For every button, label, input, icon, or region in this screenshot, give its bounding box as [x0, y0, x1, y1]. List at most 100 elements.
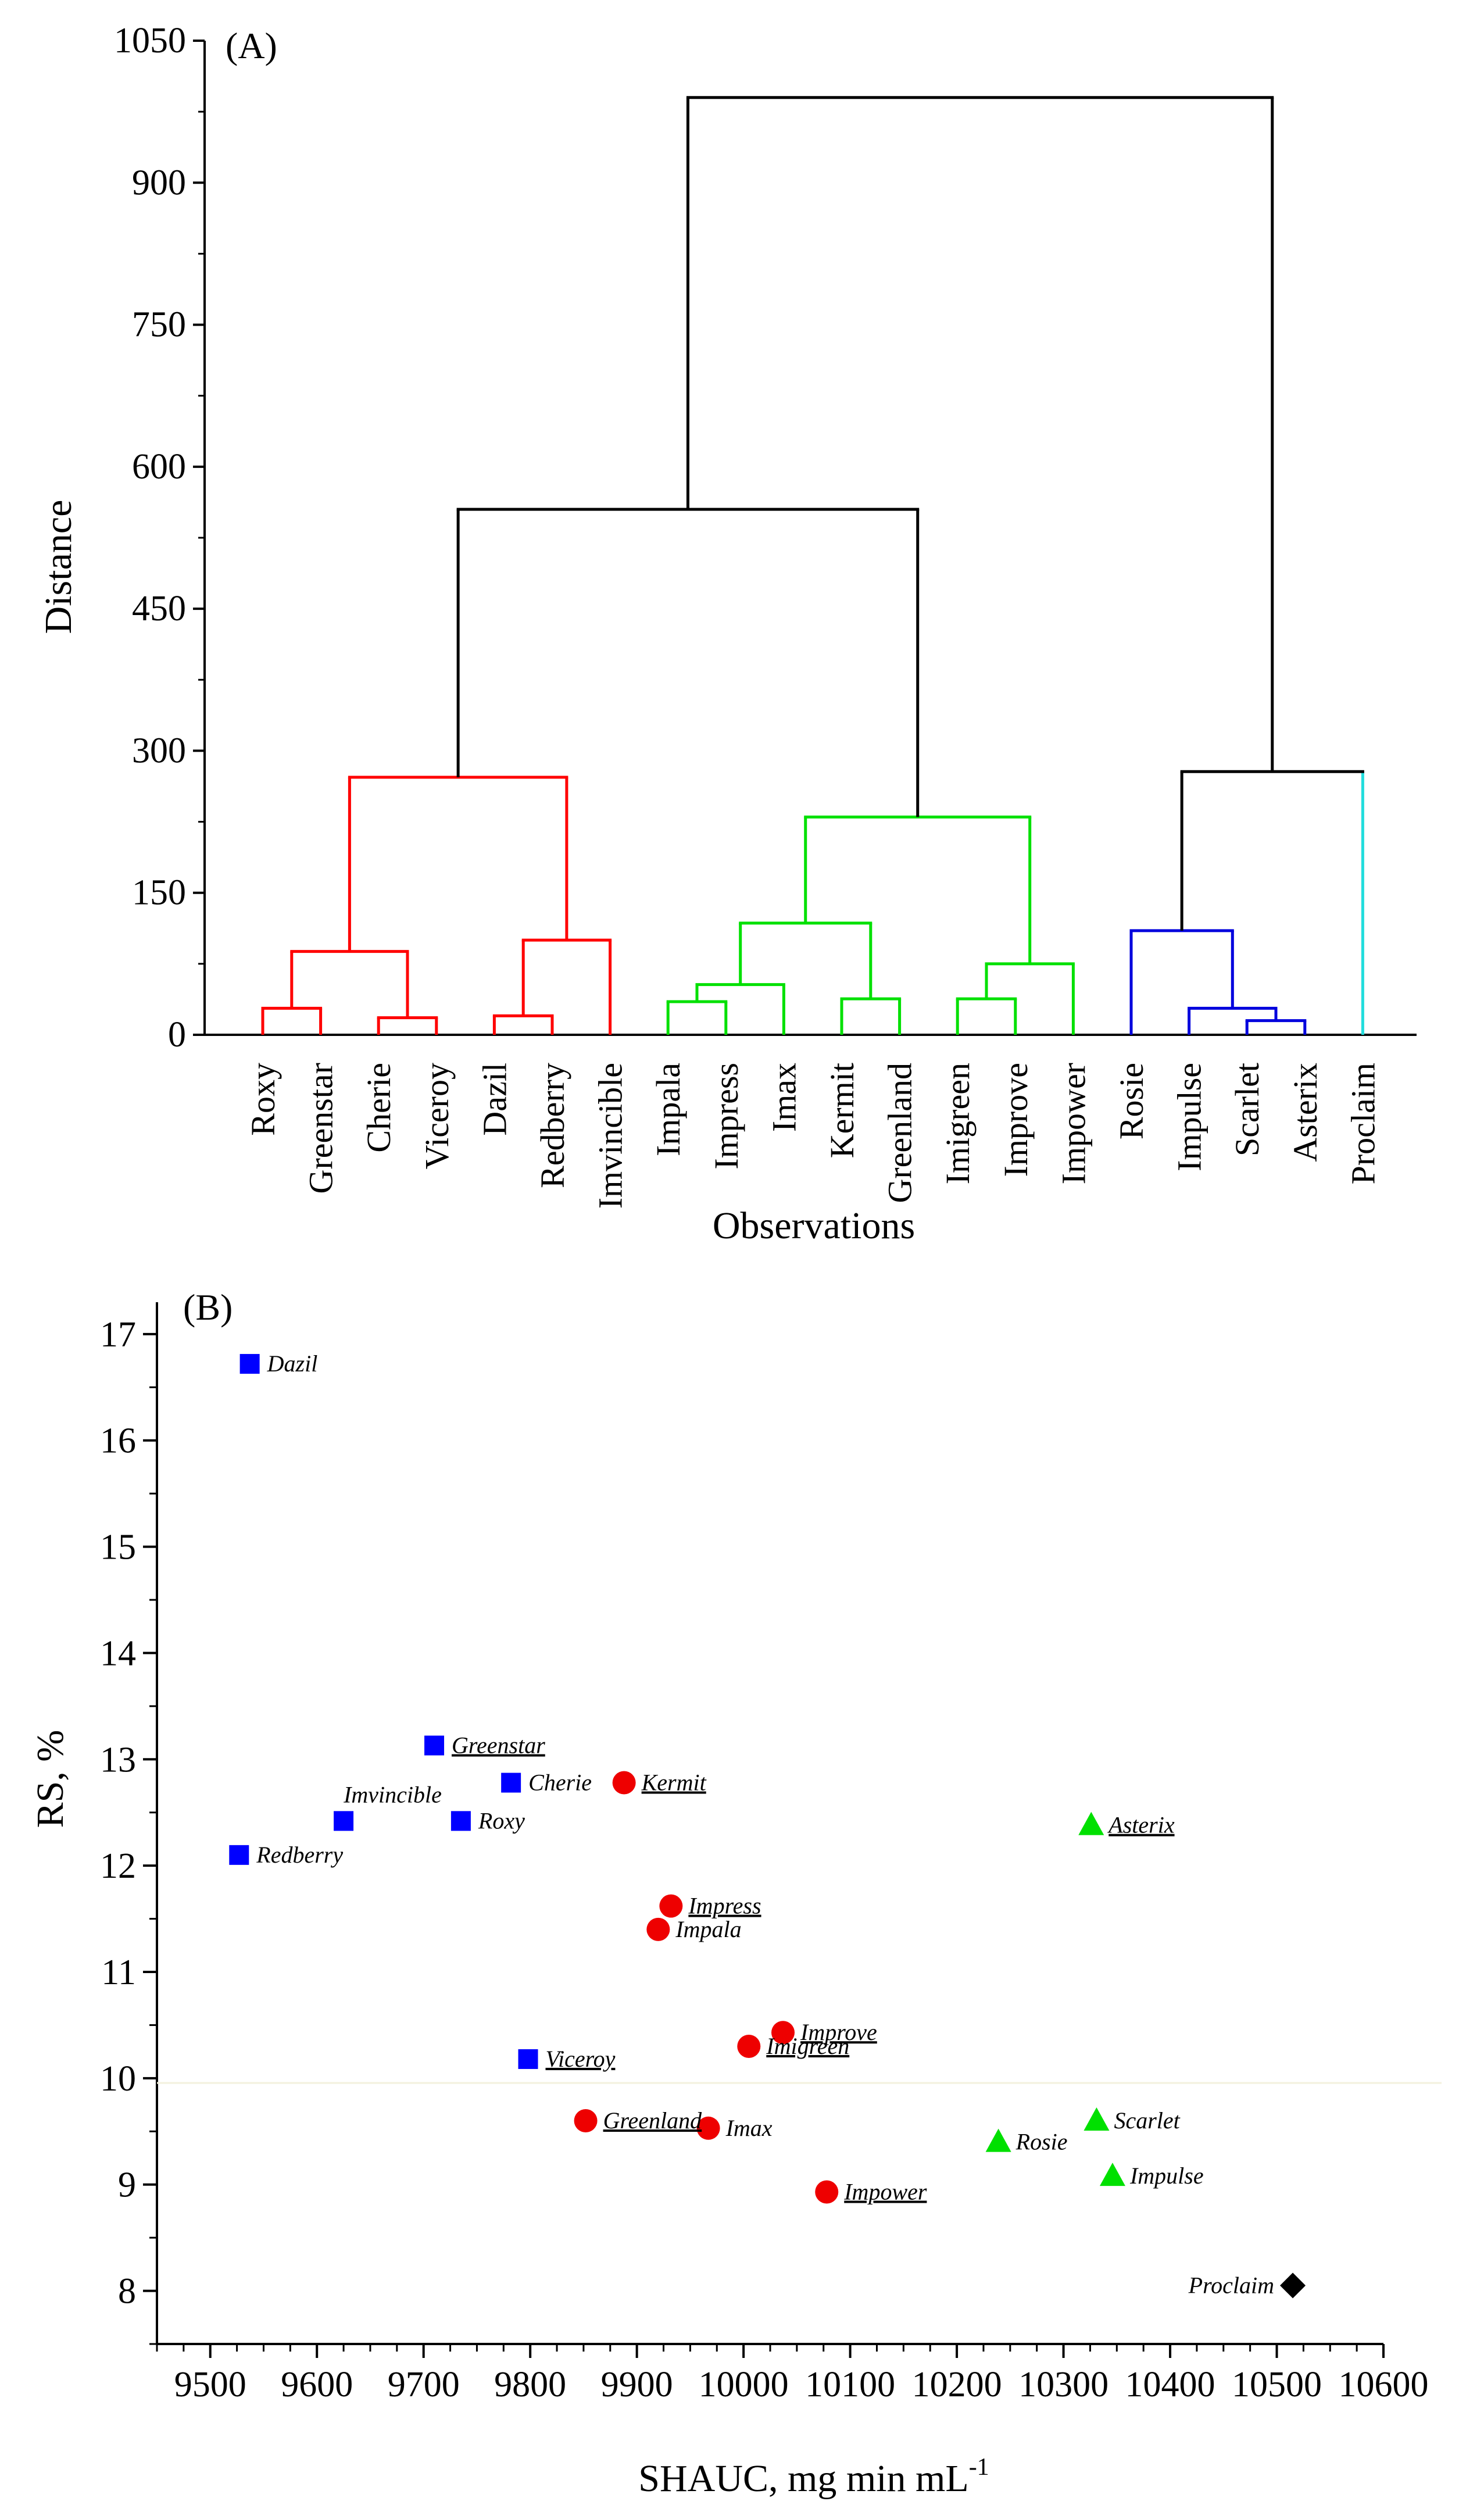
point-rosie: [985, 2128, 1011, 2152]
dendrogram-x-axis-title: Observations: [713, 1205, 915, 1247]
scatter-x-tick-label: 10600: [1339, 2365, 1429, 2404]
dendrogram-y-tick-label: 300: [132, 731, 186, 770]
leaf-label: Proclaim: [1344, 1063, 1382, 1184]
leaf-label: Imvincible: [592, 1063, 630, 1209]
point-label-kermit: Kermit: [641, 1770, 707, 1796]
point-imax: [696, 2116, 720, 2140]
scatter-y-tick-label: 14: [100, 1634, 136, 1673]
leaf-label: Impower: [1054, 1063, 1092, 1184]
scatter-x-tick-label: 9600: [281, 2365, 353, 2404]
leaf-label: Roxy: [244, 1063, 282, 1136]
scatter-x-axis-title-superscript: -1: [969, 2454, 989, 2481]
scatter-x-tick-label: 9800: [494, 2365, 566, 2404]
leaf-label: Impala: [649, 1063, 687, 1156]
dendrogram-y-tick-label: 750: [132, 305, 186, 345]
scatter-x-tick-label: 9700: [388, 2365, 460, 2404]
point-label-proclaim: Proclaim: [1188, 2272, 1274, 2298]
point-greenland: [574, 2109, 598, 2132]
leaf-label: Imax: [765, 1063, 803, 1132]
leaf-label: Cherie: [360, 1063, 398, 1153]
scatter-x-tick-label: 10300: [1018, 2365, 1108, 2404]
leaf-label: Impress: [707, 1063, 745, 1170]
dendrogram-leaf-labels: Roxy Greenstar Cherie Viceroy Dazil Redberry I…: [244, 1063, 1382, 1209]
leaf-label: Kermit: [823, 1063, 861, 1158]
leaf-label: Greenstar: [302, 1063, 340, 1194]
leaf-label: Redberry: [534, 1063, 571, 1188]
point-asterix: [1078, 1811, 1104, 1835]
point-proclaim: [1280, 2272, 1306, 2299]
dendrogram-y-tick-label: 150: [132, 873, 186, 913]
leaf-label: Rosie: [1113, 1063, 1150, 1139]
point-viceroy: [518, 2049, 538, 2069]
scatter-y-tick-label: 12: [100, 1846, 136, 1886]
scatter-x-tick-label: 10400: [1125, 2365, 1215, 2404]
scatter-y-tick-label: 17: [100, 1315, 136, 1355]
point-redberry: [229, 1845, 249, 1865]
scatter-x-tick-label: 9500: [174, 2365, 246, 2404]
leaf-label: Viceroy: [418, 1063, 456, 1169]
point-label-asterix: Asterix: [1107, 1812, 1175, 1838]
point-label-imax: Imax: [725, 2115, 773, 2141]
point-label-scarlet: Scarlet: [1114, 2107, 1180, 2134]
dendrogram-y-axis-title: Distance: [37, 500, 80, 634]
point-label-imigreen: Imigreen: [766, 2033, 849, 2059]
scatter-x-axis-title: SHAUC, mg min mL-1: [638, 2454, 989, 2500]
scatter-x-tick-label: 10200: [912, 2365, 1002, 2404]
dendrogram-y-tick-label: 1050: [114, 21, 186, 60]
scatter-y-tick-label: 8: [118, 2272, 136, 2311]
scatter-y-tick-label: 15: [100, 1528, 136, 1567]
scatter-axes: 9500 9600 9700 9800 9900 10000 10100 10200 10300…: [100, 1302, 1442, 2404]
dendrogram-y-tick-label: 600: [132, 447, 186, 487]
point-label-impress: Impress: [688, 1893, 761, 1919]
scatter-y-tick-label: 11: [101, 1953, 136, 1992]
point-dazil: [239, 1354, 260, 1374]
scatter-x-tick-label: 9900: [601, 2365, 673, 2404]
point-cherie: [501, 1773, 521, 1793]
leaf-label: Asterix: [1286, 1063, 1324, 1162]
point-impower: [815, 2180, 839, 2204]
panel-a-label: (A): [226, 25, 277, 66]
point-label-roxy: Roxy: [478, 1807, 525, 1834]
point-label-redberry: Redberry: [256, 1842, 343, 1868]
scatter-y-axis-title: RS, %: [29, 1730, 71, 1828]
dendrogram-axes: 0 150 300 450 600 750 900 1050: [114, 21, 1417, 1055]
point-kermit: [612, 1771, 636, 1795]
point-imvincible: [334, 1811, 354, 1831]
scatter-y-tick-label: 16: [100, 1421, 136, 1461]
point-label-cherie: Cherie: [528, 1770, 592, 1796]
dendrogram-panel: (A) Distance Observations 0 150 300 450 600 7…: [37, 21, 1417, 1247]
point-scarlet: [1084, 2107, 1110, 2131]
point-label-greenland: Greenland: [603, 2107, 703, 2134]
leaf-label: Improve: [997, 1063, 1035, 1177]
point-label-impala: Impala: [675, 1916, 741, 1942]
point-label-impower: Impower: [843, 2179, 927, 2205]
point-label-impulse: Impulse: [1129, 2163, 1204, 2189]
dendrogram-y-tick-label: 0: [168, 1015, 186, 1055]
scatter-x-axis-title-main: SHAUC, mg min mL: [638, 2457, 968, 2500]
leaf-label: Scarlet: [1228, 1063, 1266, 1156]
point-impress: [659, 1894, 683, 1918]
scatter-y-tick-label: 13: [100, 1740, 136, 1780]
scatter-x-tick-label: 10100: [805, 2365, 895, 2404]
scatter-x-tick-label: 10500: [1232, 2365, 1322, 2404]
scatter-points: [229, 1354, 1306, 2299]
point-roxy: [450, 1811, 471, 1831]
scatter-y-tick-label: 9: [118, 2166, 136, 2205]
point-label-viceroy: Viceroy: [546, 2046, 616, 2072]
scatter-x-tick-label: 10000: [699, 2365, 789, 2404]
scatter-panel: (B) RS, % SHAUC, mg min mL-1 9500 9600 970…: [29, 1287, 1442, 2500]
point-imigreen: [737, 2035, 761, 2058]
leaf-label: Imigreen: [939, 1063, 977, 1184]
point-label-greenstar: Greenstar: [452, 1732, 545, 1759]
point-greenstar: [424, 1735, 445, 1756]
dendrogram-y-tick-label: 450: [132, 589, 186, 628]
dendrogram-y-tick-label: 900: [132, 163, 186, 202]
leaf-label: Impulse: [1171, 1063, 1208, 1171]
scatter-point-labels: Dazil Greenstar Cherie Imvincible Roxy Redber…: [256, 1350, 1274, 2298]
panel-b-label: (B): [183, 1287, 233, 1328]
leaf-label: Dazil: [475, 1063, 513, 1136]
point-label-improve: Improve: [800, 2019, 877, 2045]
point-label-imvincible: Imvincible: [343, 1781, 442, 1807]
point-impulse: [1099, 2163, 1125, 2186]
